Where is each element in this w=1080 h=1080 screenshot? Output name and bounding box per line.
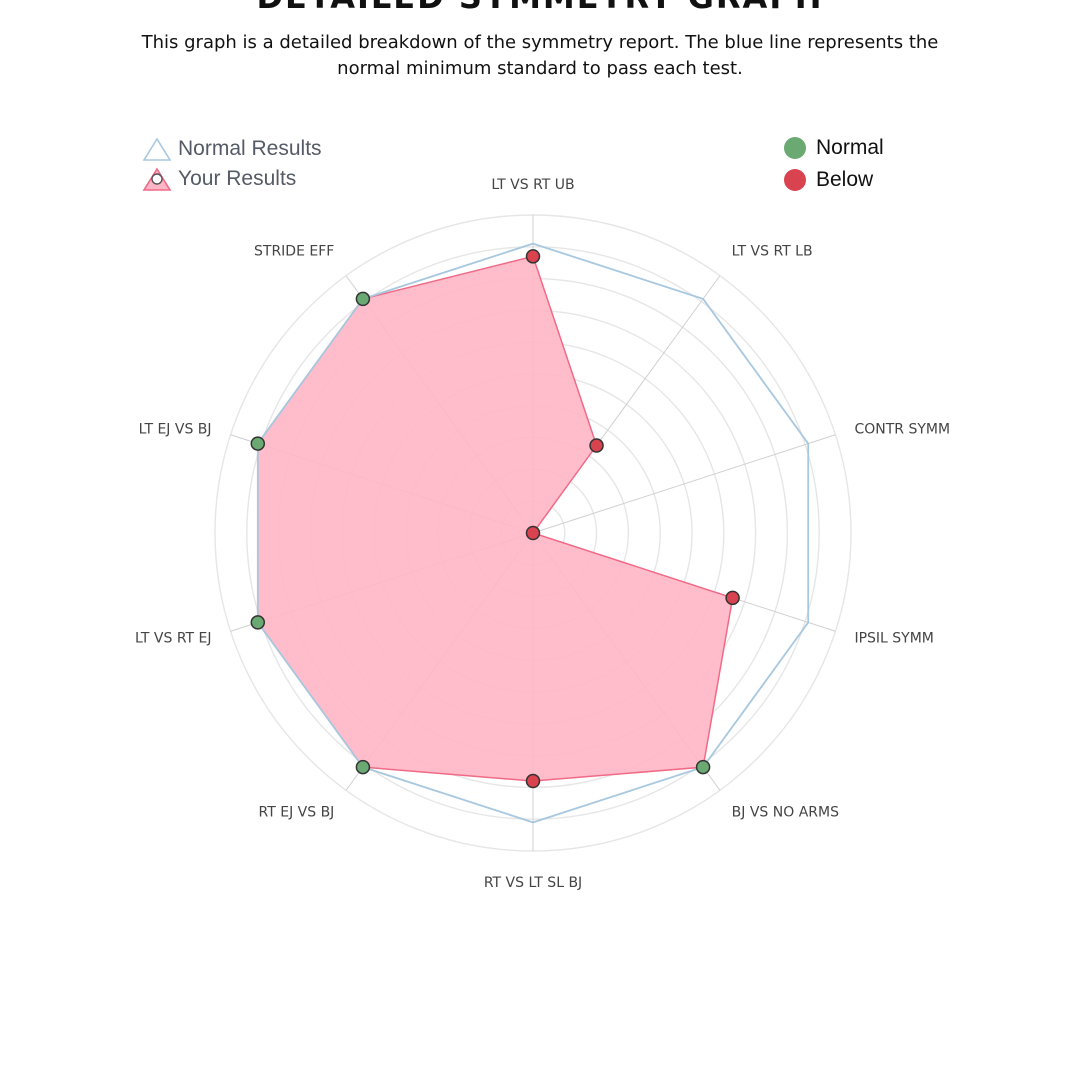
data-point-normal	[355, 759, 371, 775]
axis-label: LT VS RT UB	[491, 177, 574, 193]
data-point-below	[525, 249, 541, 264]
axis-label: STRIDE EFF	[254, 244, 334, 260]
status-legend: Normal Below	[784, 132, 884, 196]
axis-label: BJ VS NO ARMS	[732, 804, 839, 820]
data-point-below	[525, 773, 541, 789]
triangle-outline-icon	[142, 137, 172, 161]
data-point-normal	[355, 291, 371, 307]
data-point-normal	[250, 436, 266, 451]
data-point-normal	[250, 615, 266, 630]
axis-label: LT VS RT EJ	[135, 630, 211, 646]
data-point-below	[589, 438, 604, 453]
legend-item-below: Below	[784, 164, 884, 196]
series-legend: Normal Results Your Results	[142, 134, 322, 194]
legend-label: Your Results	[178, 167, 297, 190]
axis-label: CONTR SYMM	[854, 422, 950, 438]
your-results-area	[257, 255, 734, 782]
legend-item-normal-results[interactable]: Normal Results	[142, 134, 322, 164]
chart-description: This graph is a detailed breakdown of th…	[141, 32, 939, 79]
axis-label: RT VS LT SL BJ	[484, 875, 582, 891]
legend-label: Below	[816, 168, 874, 191]
data-point-normal	[695, 759, 711, 775]
triangle-filled-dot-icon	[142, 167, 172, 191]
data-point-below	[725, 590, 740, 606]
legend-item-your-results[interactable]: Your Results	[142, 164, 322, 194]
axis-spoke	[532, 434, 836, 534]
axis-label: IPSIL SYMM	[854, 630, 933, 646]
page-title: DETAILED SYMMETRY GRAPH	[0, 0, 1080, 16]
green-dot-icon	[784, 137, 806, 159]
axis-label: LT EJ VS BJ	[139, 422, 212, 438]
data-point-below	[525, 525, 541, 541]
normal-results-line	[256, 242, 810, 824]
axis-label: RT EJ VS BJ	[259, 804, 335, 820]
legend-label: Normal	[816, 136, 884, 159]
axis-label: LT VS RT LB	[732, 244, 813, 260]
legend-item-normal: Normal	[784, 132, 884, 164]
red-dot-icon	[784, 169, 806, 191]
legend-label: Normal Results	[178, 137, 322, 160]
